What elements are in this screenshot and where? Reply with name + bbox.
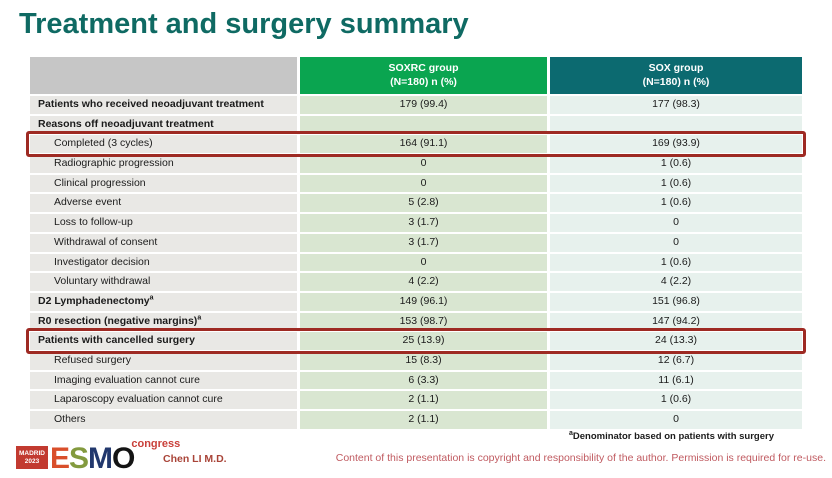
row-label: Patients with cancelled surgery <box>30 332 297 350</box>
sox-value: 24 (13.3) <box>550 332 802 350</box>
sox-group-label: SOX group <box>648 62 704 74</box>
esmo-letter-e: E <box>50 442 70 475</box>
row-label: Investigator decision <box>30 253 297 272</box>
esmo-letter-s: S <box>69 442 89 475</box>
soxrc-value: 3 (1.7) <box>300 214 547 232</box>
row-label: Radiographic progression <box>30 155 297 173</box>
table-row: Loss to follow-up 3 (1.7) 0 <box>30 214 802 232</box>
soxrc-value: 2 (1.1) <box>300 411 547 429</box>
esmo-congress-logo: MADRID 2023 ESMO congress <box>16 438 181 474</box>
sox-value: 12 (6.7) <box>550 351 802 370</box>
soxrc-value: 164 (91.1) <box>300 135 547 154</box>
soxrc-value: 5 (2.8) <box>300 194 547 213</box>
page-title: Treatment and surgery summary <box>19 8 469 40</box>
soxrc-value: 2 (1.1) <box>300 391 547 409</box>
footnote-superscript: a <box>568 429 573 437</box>
table-row: Withdrawal of consent 3 (1.7) 0 <box>30 233 802 252</box>
table-row: Investigator decision 0 1 (0.6) <box>30 253 802 272</box>
row-label: Adverse event <box>30 194 297 213</box>
sox-value: 11 (6.1) <box>550 371 802 390</box>
sox-value: 4 (2.2) <box>550 273 802 291</box>
table-row: D2 Lymphadenectomya 149 (96.1) 151 (96.8) <box>30 292 802 311</box>
sox-value: 169 (93.9) <box>550 135 802 154</box>
sox-value: 177 (98.3) <box>550 96 802 114</box>
soxrc-value: 0 <box>300 253 547 272</box>
soxrc-value: 149 (96.1) <box>300 292 547 311</box>
badge-year: 2023 <box>24 457 40 465</box>
row-label: Completed (3 cycles) <box>30 135 297 154</box>
table-row: Adverse event 5 (2.8) 1 (0.6) <box>30 194 802 213</box>
sox-value: 0 <box>550 233 802 252</box>
esmo-letter-m: M <box>88 442 113 475</box>
table-header-blank-cell <box>30 57 297 94</box>
row-label: Laparoscopy evaluation cannot cure <box>30 391 297 409</box>
row-label: Imaging evaluation cannot cure <box>30 371 297 390</box>
sox-value: 151 (96.8) <box>550 292 802 311</box>
table-row: Reasons off neoadjuvant treatment <box>30 115 802 134</box>
row-label: Patients who received neoadjuvant treatm… <box>30 96 297 114</box>
table-row: R0 resection (negative margins)a 153 (98.… <box>30 312 802 331</box>
sox-value: 0 <box>550 214 802 232</box>
copyright-notice: Content of this presentation is copyrigh… <box>335 452 826 464</box>
row-label: Others <box>30 411 297 429</box>
table-row: Laparoscopy evaluation cannot cure 2 (1.1… <box>30 391 802 409</box>
sox-value <box>550 115 802 134</box>
table-row: Patients who received neoadjuvant treatm… <box>30 96 802 114</box>
soxrc-value: 6 (3.3) <box>300 371 547 390</box>
sox-value: 1 (0.6) <box>550 391 802 409</box>
sox-group-sublabel: (N=180) n (%) <box>642 75 710 88</box>
table-row: Radiographic progression 0 1 (0.6) <box>30 155 802 173</box>
badge-location: MADRID <box>19 450 45 457</box>
row-label: Loss to follow-up <box>30 214 297 232</box>
soxrc-value: 0 <box>300 155 547 173</box>
table-row: Patients with cancelled surgery 25 (13.9)… <box>30 332 802 350</box>
footnote-text: Denominator based on patients with surge… <box>572 431 774 442</box>
summary-table: SOXRC group (N=180) n (%) SOX group (N=1… <box>26 57 806 431</box>
table-row: Voluntary withdrawal 4 (2.2) 4 (2.2) <box>30 273 802 291</box>
soxrc-value: 153 (98.7) <box>300 312 547 331</box>
soxrc-group-sublabel: (N=180) n (%) <box>390 75 457 88</box>
soxrc-group-label: SOXRC group <box>388 62 459 74</box>
row-label: Voluntary withdrawal <box>30 273 297 291</box>
table-row: Clinical progression 0 1 (0.6) <box>30 174 802 193</box>
row-label: Clinical progression <box>30 174 297 193</box>
soxrc-value: 3 (1.7) <box>300 233 547 252</box>
soxrc-value: 0 <box>300 174 547 193</box>
esmo-wordmark: ESMO <box>50 444 135 474</box>
row-label: R0 resection (negative margins)a <box>30 312 297 331</box>
soxrc-value: 25 (13.9) <box>300 332 547 350</box>
table-row: Others 2 (1.1) 0 <box>30 411 802 429</box>
table-header-sox: SOX group (N=180) n (%) <box>550 57 802 94</box>
sox-value: 1 (0.6) <box>550 194 802 213</box>
soxrc-value <box>300 115 547 134</box>
esmo-letter-o: O <box>112 442 135 475</box>
table-body: Patients who received neoadjuvant treatm… <box>30 96 802 429</box>
row-label-superscript: a <box>197 314 202 322</box>
soxrc-value: 15 (8.3) <box>300 351 547 370</box>
row-label: Refused surgery <box>30 351 297 370</box>
sox-value: 1 (0.6) <box>550 174 802 193</box>
row-label: Withdrawal of consent <box>30 233 297 252</box>
congress-label: congress <box>131 438 181 450</box>
madrid-2023-badge: MADRID 2023 <box>16 446 48 469</box>
sox-value: 1 (0.6) <box>550 253 802 272</box>
soxrc-value: 179 (99.4) <box>300 96 547 114</box>
table-header-soxrc: SOXRC group (N=180) n (%) <box>300 57 547 94</box>
row-label: Reasons off neoadjuvant treatment <box>30 115 297 134</box>
sox-value: 0 <box>550 411 802 429</box>
table-row: Refused surgery 15 (8.3) 12 (6.7) <box>30 351 802 370</box>
row-label-superscript: a <box>149 294 154 302</box>
row-label: D2 Lymphadenectomya <box>30 292 297 311</box>
sox-value: 1 (0.6) <box>550 155 802 173</box>
sox-value: 147 (94.2) <box>550 312 802 331</box>
footnote: aDenominator based on patients with surg… <box>568 429 774 442</box>
table-row: Completed (3 cycles) 164 (91.1) 169 (93.9) <box>30 135 802 154</box>
soxrc-value: 4 (2.2) <box>300 273 547 291</box>
presenter-name: Chen LI M.D. <box>163 453 227 465</box>
table-row: Imaging evaluation cannot cure 6 (3.3) 11 … <box>30 371 802 390</box>
table-header-row: SOXRC group (N=180) n (%) SOX group (N=1… <box>30 57 802 94</box>
